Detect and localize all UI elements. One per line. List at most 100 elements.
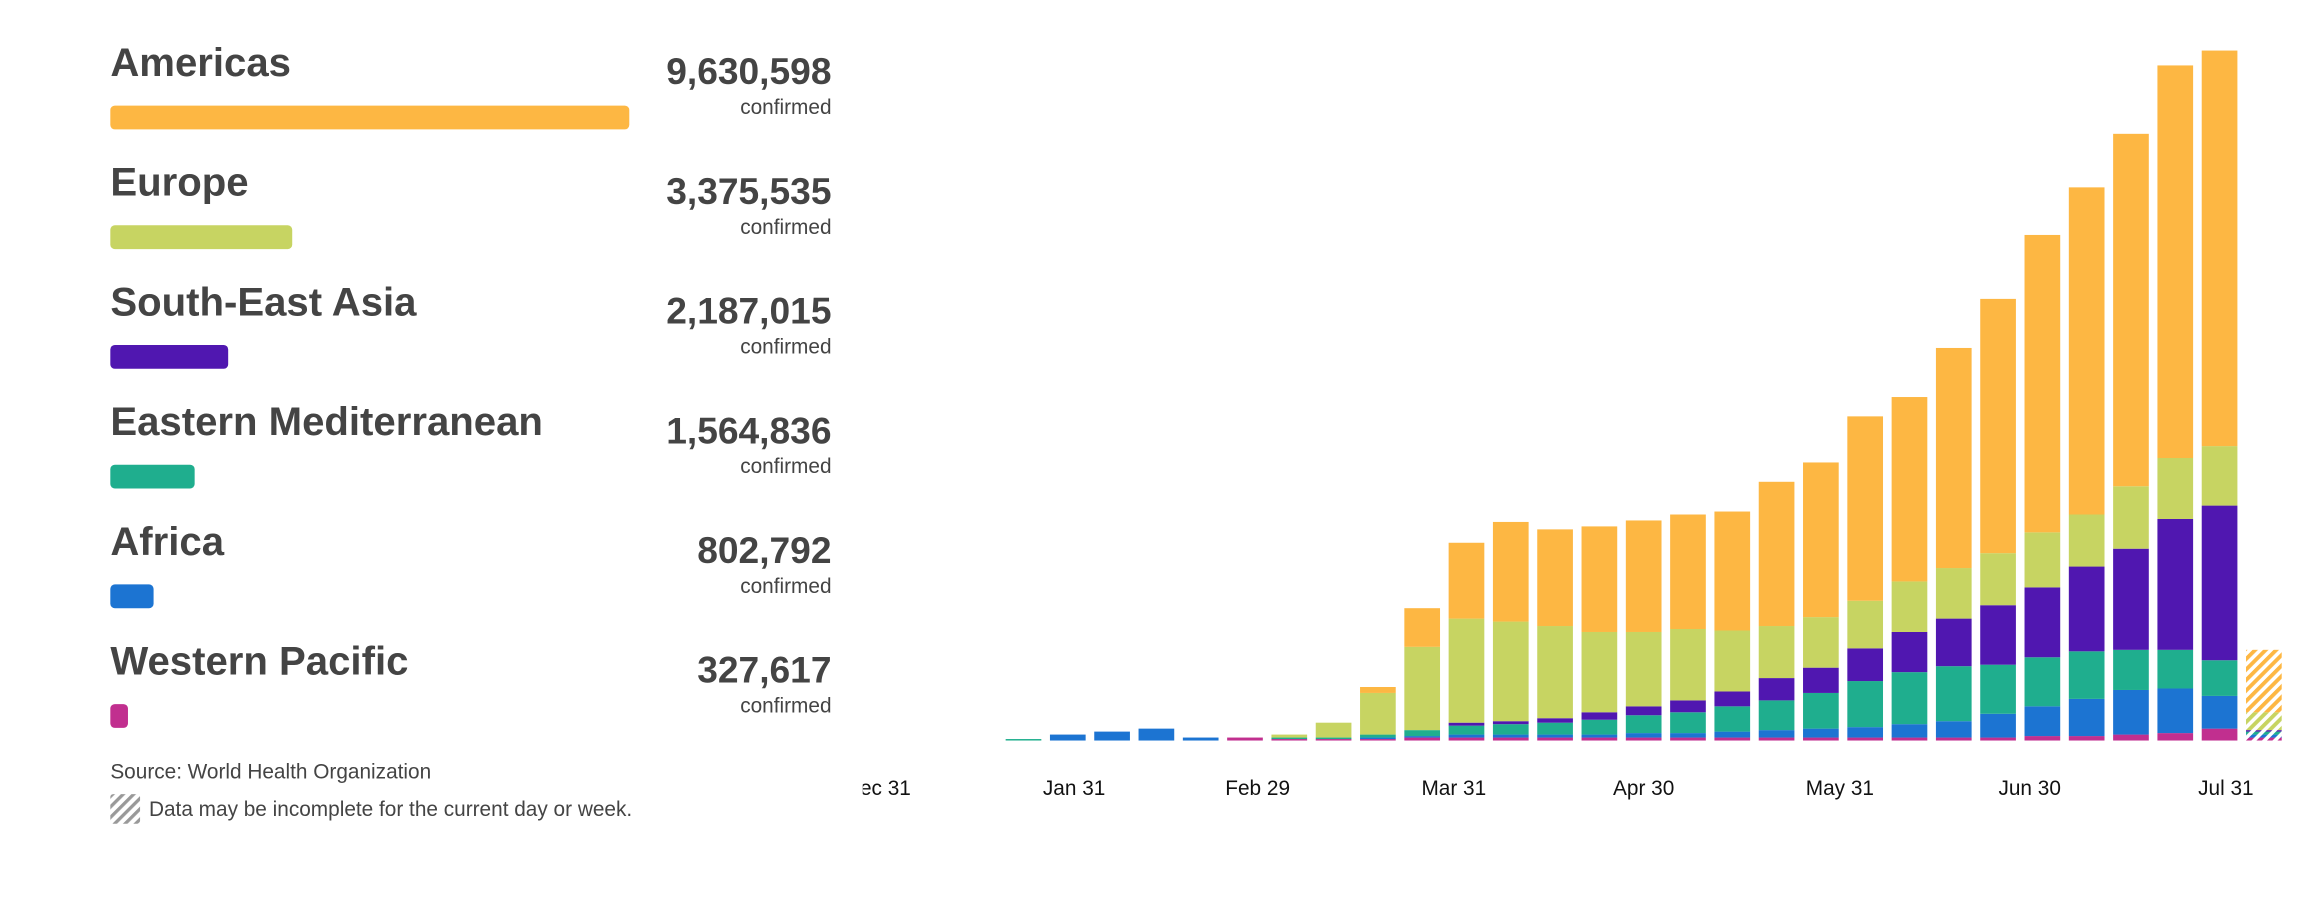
bar-segment [1758, 730, 1795, 738]
bar-segment [2113, 548, 2149, 650]
bar-segment [1492, 521, 1529, 622]
bar-segment [1847, 416, 1884, 601]
bar-segment [1758, 737, 1795, 741]
bar-segment [2246, 737, 2282, 741]
bar-segment [1847, 727, 1884, 738]
bar-segment [2201, 505, 2238, 661]
bar-segment [2068, 698, 2105, 737]
x-tick-label: May 31 [1806, 777, 1874, 800]
bar-segment [1980, 664, 2016, 714]
bar-segment [1803, 617, 1839, 668]
region-unit: confirmed [740, 335, 831, 358]
bar-segment [2068, 514, 2105, 567]
bar-segment [1448, 722, 1485, 726]
region-bar [110, 344, 229, 369]
bar-segment [2201, 695, 2238, 729]
bar-segment [1492, 734, 1529, 738]
bar-segment [1847, 737, 1884, 741]
region-total: 802,792 [697, 529, 831, 571]
bar-segment [1803, 667, 1839, 693]
bar-segment [1448, 542, 1485, 619]
bar-segment [2246, 731, 2282, 735]
bar-segment [1492, 737, 1529, 741]
x-tick-label: Jun 30 [1998, 777, 2060, 800]
bar-segment [1891, 724, 1928, 738]
bar-segment [1404, 737, 1441, 741]
bar-segment [1980, 713, 2016, 738]
bar-segment [1537, 734, 1573, 738]
bar-segment [1492, 621, 1529, 722]
bar-segment [1315, 739, 1352, 741]
bar-segment [1891, 672, 1928, 725]
bar-segment [1758, 481, 1795, 627]
bar-segment [1271, 739, 1308, 741]
bar-segment [1581, 734, 1618, 738]
bar-segment [1404, 736, 1441, 738]
bar-segment [1271, 734, 1308, 738]
bar-segment [2201, 728, 2238, 741]
x-tick-label: Feb 29 [1225, 777, 1290, 800]
bar-segment [1404, 730, 1441, 737]
bar-segment [1492, 721, 1529, 725]
x-tick-label: Jan 31 [1043, 777, 1105, 800]
bar-segment [1758, 678, 1795, 701]
bar-segment [1891, 581, 1928, 632]
bar-segment [1670, 712, 1706, 734]
region-total: 2,187,015 [666, 290, 831, 332]
bar-segment [1315, 722, 1352, 738]
bar-segment [2246, 649, 2282, 713]
bar-segment [1891, 397, 1928, 582]
hatch-icon [110, 794, 141, 824]
bar-segment [2024, 532, 2061, 588]
bar-segment [1714, 691, 1751, 707]
bar-segment [1404, 608, 1441, 647]
bar-segment [1714, 511, 1751, 631]
bar-segment [1980, 737, 2016, 741]
bar-segment [1537, 722, 1573, 735]
bar-segment [2246, 730, 2282, 732]
bar-segment [1891, 631, 1928, 673]
source-label: Source: [110, 761, 182, 784]
region-total: 1,564,836 [666, 409, 831, 451]
region-name: Western Pacific [110, 639, 408, 684]
region-name: Eastern Mediterranean [110, 399, 543, 444]
bar-segment [1448, 737, 1485, 741]
bar-segment [1803, 692, 1839, 729]
bar-segment [1935, 568, 1972, 619]
incomplete-note: Data may be incomplete for the current d… [149, 798, 632, 821]
bar-segment [2201, 660, 2238, 696]
bar-segment [1803, 737, 1839, 741]
bar-segment [1448, 734, 1485, 738]
x-tick-label: Jul 31 [2198, 777, 2253, 800]
bar-segment [2113, 649, 2149, 690]
bar-segment [1625, 631, 1662, 707]
bar-segment [1803, 728, 1839, 738]
bar-segment [1360, 692, 1396, 735]
bar-segment [1581, 737, 1618, 741]
bar-segment [2068, 187, 2105, 515]
bar-segment [1714, 731, 1751, 738]
bar-segment [1670, 737, 1706, 741]
bar-segment [1625, 715, 1662, 734]
region-unit: confirmed [740, 695, 831, 718]
bar-segment [1537, 718, 1573, 723]
bar-segment [1537, 737, 1573, 741]
bar-segment [1360, 734, 1396, 738]
region-total: 327,617 [697, 649, 831, 691]
region-name: South-East Asia [110, 279, 417, 324]
bar-segment [1891, 737, 1928, 741]
bar-segment [1448, 618, 1485, 723]
bar-segment [1049, 734, 1086, 741]
bar-segment [1625, 737, 1662, 741]
bar-segment [1670, 629, 1706, 701]
source: World Health Organization [188, 761, 432, 784]
bar-segment [1492, 724, 1529, 735]
bar-segment [1935, 666, 1972, 722]
bar-segment [1537, 626, 1573, 719]
bar-segment [1625, 706, 1662, 716]
bar-segment [1581, 631, 1618, 713]
bar-segment [1935, 737, 1972, 741]
bar-segment [1625, 520, 1662, 632]
bar-segment [1005, 739, 1042, 741]
